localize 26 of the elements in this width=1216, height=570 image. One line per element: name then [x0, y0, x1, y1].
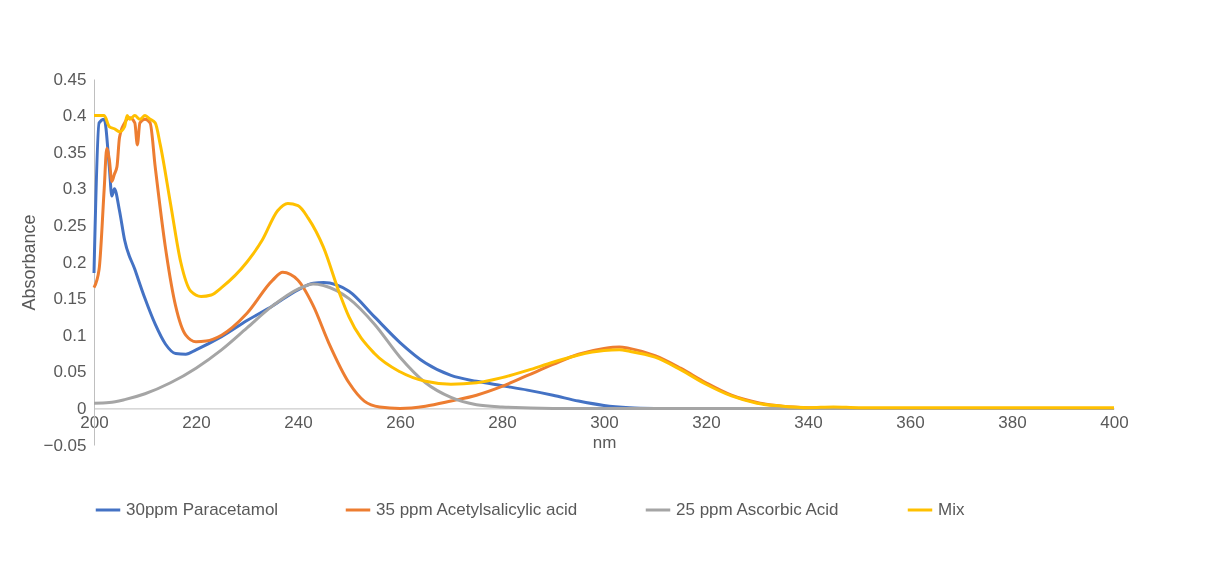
x-tick-label: 280: [488, 412, 517, 432]
legend-label: Mix: [938, 500, 965, 519]
y-tick-label: 0.05: [53, 362, 87, 382]
legend-label: 25 ppm Ascorbic Acid: [676, 500, 839, 519]
y-tick-label: 0.35: [53, 142, 87, 162]
legend-label: 30ppm Paracetamol: [126, 500, 279, 519]
y-tick-label: 0.1: [62, 325, 87, 345]
x-tick-label: 380: [998, 412, 1027, 432]
y-tick-label: 0.2: [62, 252, 87, 272]
x-tick-label: 320: [692, 412, 721, 432]
x-tick-label: 260: [386, 412, 415, 432]
legend-label: 35 ppm Acetylsalicylic acid: [376, 500, 578, 519]
y-tick-label: −0.05: [43, 435, 87, 455]
x-tick-label: 240: [284, 412, 313, 432]
y-tick-label: 0.4: [62, 106, 87, 126]
y-tick-label: 0.15: [53, 289, 87, 309]
y-tick-label: 0.25: [53, 215, 87, 235]
x-tick-label: 300: [590, 412, 619, 432]
y-tick-label: 0.3: [62, 179, 87, 199]
x-axis-title: nm: [592, 432, 617, 452]
x-tick-label: 360: [896, 412, 925, 432]
y-tick-label: 0.45: [53, 69, 87, 89]
x-tick-label: 220: [182, 412, 211, 432]
x-tick-label: 340: [794, 412, 823, 432]
x-tick-label: 400: [1100, 412, 1129, 432]
y-axis-title: Absorbance: [19, 214, 40, 311]
